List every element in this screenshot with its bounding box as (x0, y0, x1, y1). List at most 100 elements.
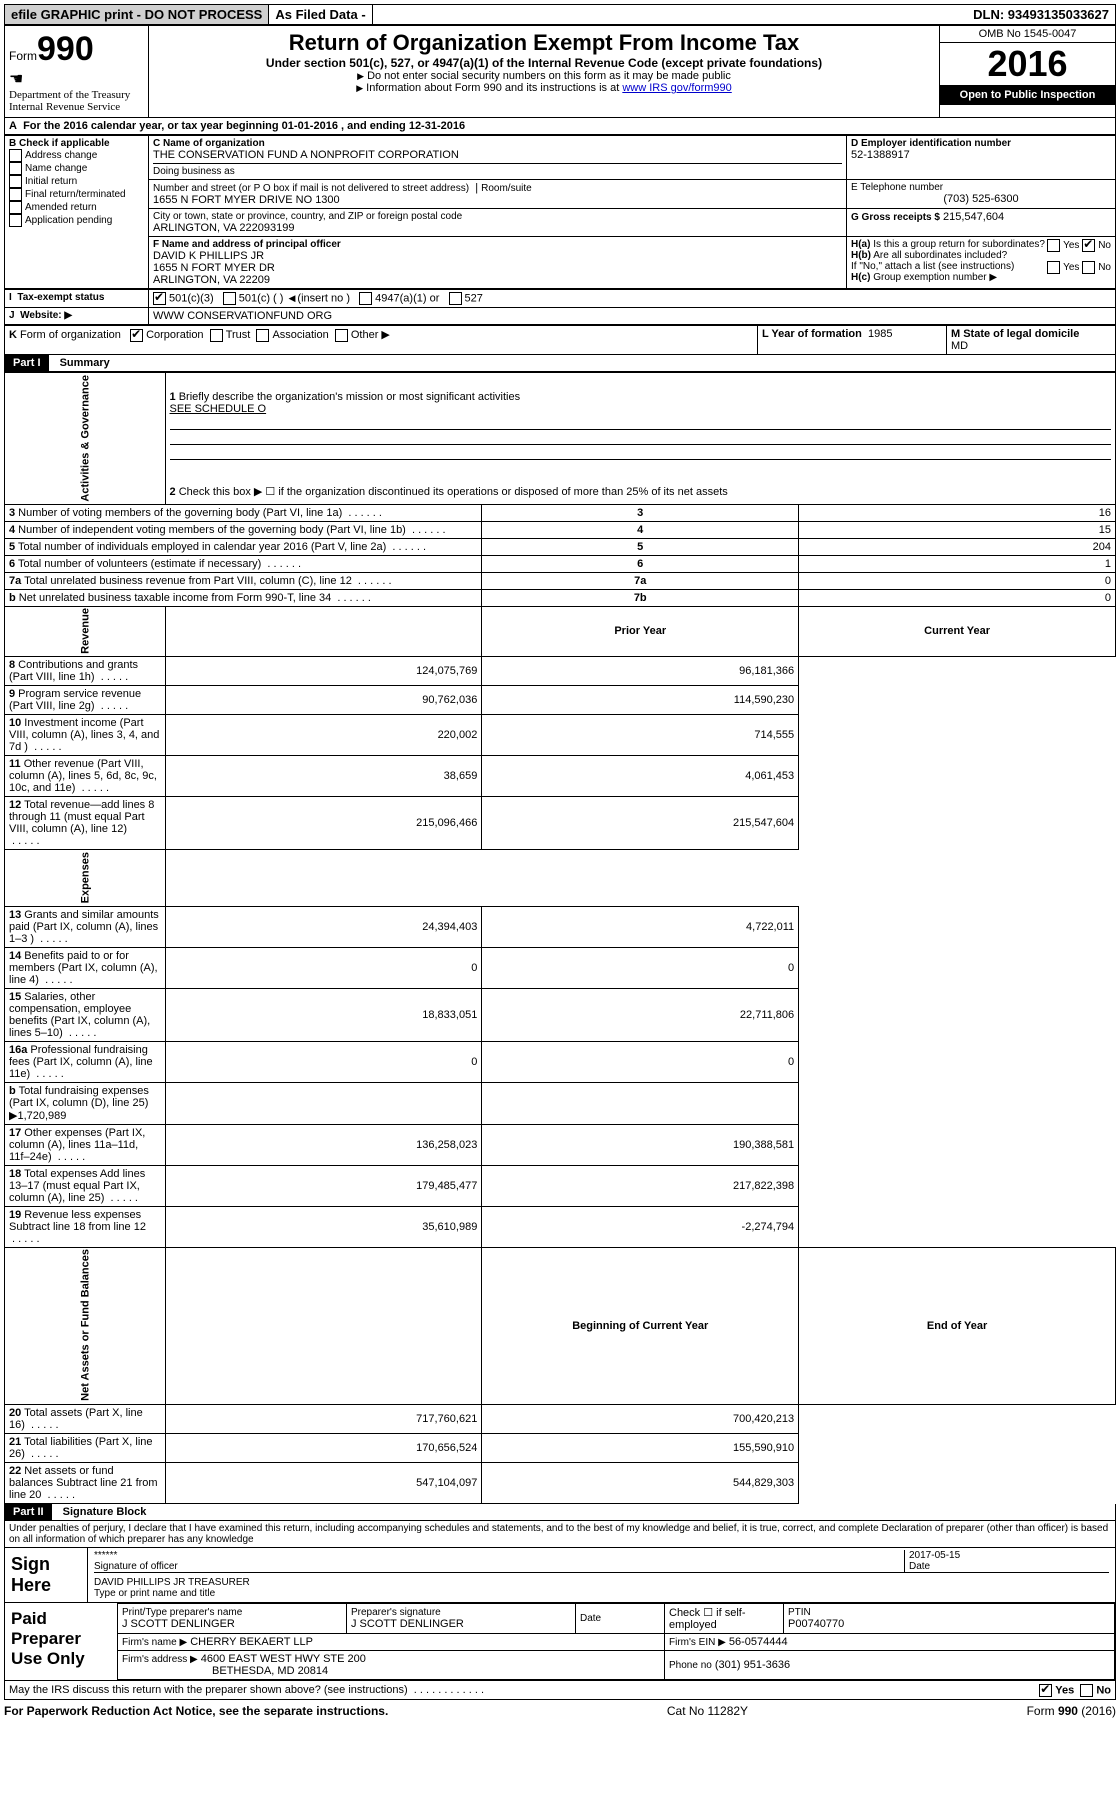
exp-curr-b (482, 1082, 799, 1124)
net-prior-21: 170,656,524 (165, 1433, 482, 1462)
phone: (703) 525-6300 (851, 193, 1111, 205)
form-subtitle: Under section 501(c), 527, or 4947(a)(1)… (153, 56, 935, 70)
net-curr-21: 155,590,910 (482, 1433, 799, 1462)
open-inspection: Open to Public Inspection (940, 85, 1115, 105)
form-ref: Form 990 (2016) (1027, 1704, 1116, 1718)
ptin: P00740770 (788, 1618, 1110, 1630)
section-g: G Gross receipts $ 215,547,604 (847, 209, 1116, 237)
exp-curr-16a: 0 (482, 1041, 799, 1082)
exp-line-17: 17 Other expenses (Part IX, column (A), … (5, 1124, 166, 1165)
exp-prior-15: 18,833,051 (165, 988, 482, 1041)
line-i-label: I Tax-exempt status (5, 290, 149, 308)
rev-curr-8: 96,181,366 (482, 657, 799, 686)
exp-prior-19: 35,610,989 (165, 1206, 482, 1247)
gov-line-5: 5 Total number of individuals employed i… (5, 538, 482, 555)
gov-line-3: 3 Number of voting members of the govern… (5, 504, 482, 521)
cb-assoc[interactable] (256, 329, 269, 342)
net-curr-22: 544,829,303 (482, 1462, 799, 1503)
exp-prior-17: 136,258,023 (165, 1124, 482, 1165)
officer-name: DAVID PHILLIPS JR TREASURER (94, 1577, 1109, 1588)
cb-501c3[interactable] (153, 292, 166, 305)
firm-phone: (301) 951-3636 (715, 1659, 790, 1671)
efile-notice: efile GRAPHIC print - DO NOT PROCESS (5, 5, 269, 24)
line-a: A For the 2016 calendar year, or tax yea… (4, 118, 1116, 135)
cb-trust[interactable] (210, 329, 223, 342)
rev-prior-11: 38,659 (165, 756, 482, 797)
cb-address-change[interactable] (9, 149, 22, 162)
exp-prior-b (165, 1082, 482, 1124)
section-f: F Name and address of principal officer … (149, 237, 847, 289)
part1-label: Part I (5, 355, 49, 371)
omb-cell: OMB No 1545-0047 2016 Open to Public Ins… (940, 26, 1116, 118)
paperwork-notice: For Paperwork Reduction Act Notice, see … (4, 1704, 388, 1718)
cb-corp[interactable] (130, 329, 143, 342)
gov-val-5: 204 (799, 538, 1116, 555)
ein: 52-1388917 (851, 149, 1111, 161)
net-curr-20: 700,420,213 (482, 1404, 799, 1433)
rev-line-11: 11 Other revenue (Part VIII, column (A),… (5, 756, 166, 797)
rev-line-10: 10 Investment income (Part VIII, column … (5, 715, 166, 756)
rev-prior-12: 215,096,466 (165, 797, 482, 850)
gov-line-7a: 7a Total unrelated business revenue from… (5, 572, 482, 589)
cb-final-return[interactable] (9, 188, 22, 201)
cb-hb-no[interactable] (1082, 261, 1095, 274)
cb-discuss-no[interactable] (1080, 1684, 1093, 1697)
gov-val-b: 0 (799, 589, 1116, 606)
firm-name: CHERRY BEKAERT LLP (190, 1636, 313, 1648)
gov-val-3: 16 (799, 504, 1116, 521)
rev-line-12: 12 Total revenue—add lines 8 through 11 … (5, 797, 166, 850)
line-l: L Year of formation 1985 (758, 326, 947, 355)
paid-preparer-label: Paid Preparer Use Only (5, 1603, 117, 1680)
net-line-21: 21 Total liabilities (Part X, line 26) .… (5, 1433, 166, 1462)
cb-ha-no[interactable] (1082, 239, 1095, 252)
exp-curr-15: 22,711,806 (482, 988, 799, 1041)
line-i-opts: 501(c)(3) 501(c) ( ) (insert no ) 4947(a… (149, 290, 1116, 308)
rev-curr-10: 714,555 (482, 715, 799, 756)
dept-treasury: Department of the Treasury (9, 89, 144, 101)
mission-text: SEE SCHEDULE O (170, 403, 267, 415)
cb-ha-yes[interactable] (1047, 239, 1060, 252)
footer: For Paperwork Reduction Act Notice, see … (4, 1700, 1116, 1718)
section-h: H(a) Is this a group return for subordin… (847, 237, 1116, 289)
section-b: B Check if applicable Address change Nam… (5, 136, 149, 289)
cb-4947[interactable] (359, 292, 372, 305)
cb-discuss-yes[interactable] (1039, 1684, 1052, 1697)
cb-501c[interactable] (223, 292, 236, 305)
tax-year: 2016 (940, 43, 1115, 85)
firm-addr: 4600 EAST WEST HWY STE 200 (201, 1653, 366, 1665)
cb-name-change[interactable] (9, 162, 22, 175)
form-number: 990 (37, 30, 94, 68)
exp-curr-13: 4,722,011 (482, 906, 799, 947)
ijklm-table: I Tax-exempt status 501(c)(3) 501(c) ( )… (4, 289, 1116, 325)
cb-app-pending[interactable] (9, 214, 22, 227)
section-d: D Employer identification number 52-1388… (847, 136, 1116, 180)
cb-hb-yes[interactable] (1047, 261, 1060, 274)
rev-line-8: 8 Contributions and grants (Part VIII, l… (5, 657, 166, 686)
cb-initial-return[interactable] (9, 175, 22, 188)
rev-curr-11: 4,061,453 (482, 756, 799, 797)
note-info-pre: Information about Form 990 and its instr… (366, 82, 622, 94)
vlabel-revenue: Revenue (5, 606, 166, 657)
exp-line-15: 15 Salaries, other compensation, employe… (5, 988, 166, 1041)
rev-prior-9: 90,762,036 (165, 686, 482, 715)
dln-number: DLN: 93493135033627 (967, 5, 1115, 24)
exp-prior-14: 0 (165, 947, 482, 988)
firm-ein: 56-0574444 (729, 1636, 788, 1648)
vlabel-governance: Activities & Governance (5, 373, 166, 505)
line-k: K Form of organization Corporation Trust… (5, 326, 758, 355)
org-city: ARLINGTON, VA 222093199 (153, 222, 842, 234)
exp-line-16a: 16a Professional fundraising fees (Part … (5, 1041, 166, 1082)
exp-prior-18: 179,485,477 (165, 1165, 482, 1206)
sign-here-block: Sign Here ****** Signature of officer 20… (4, 1548, 1116, 1603)
cb-other[interactable] (335, 329, 348, 342)
rev-prior-10: 220,002 (165, 715, 482, 756)
cb-527[interactable] (449, 292, 462, 305)
preparer-sig: J SCOTT DENLINGER (351, 1618, 571, 1630)
cb-amended[interactable] (9, 201, 22, 214)
section-e: E Telephone number (703) 525-6300 (847, 180, 1116, 209)
gov-val-7a: 0 (799, 572, 1116, 589)
omb-number: OMB No 1545-0047 (940, 26, 1115, 43)
line-m: M State of legal domicileMD (947, 326, 1116, 355)
gov-line-b: b Net unrelated business taxable income … (5, 589, 482, 606)
irs-link[interactable]: www IRS gov/form990 (622, 82, 731, 94)
